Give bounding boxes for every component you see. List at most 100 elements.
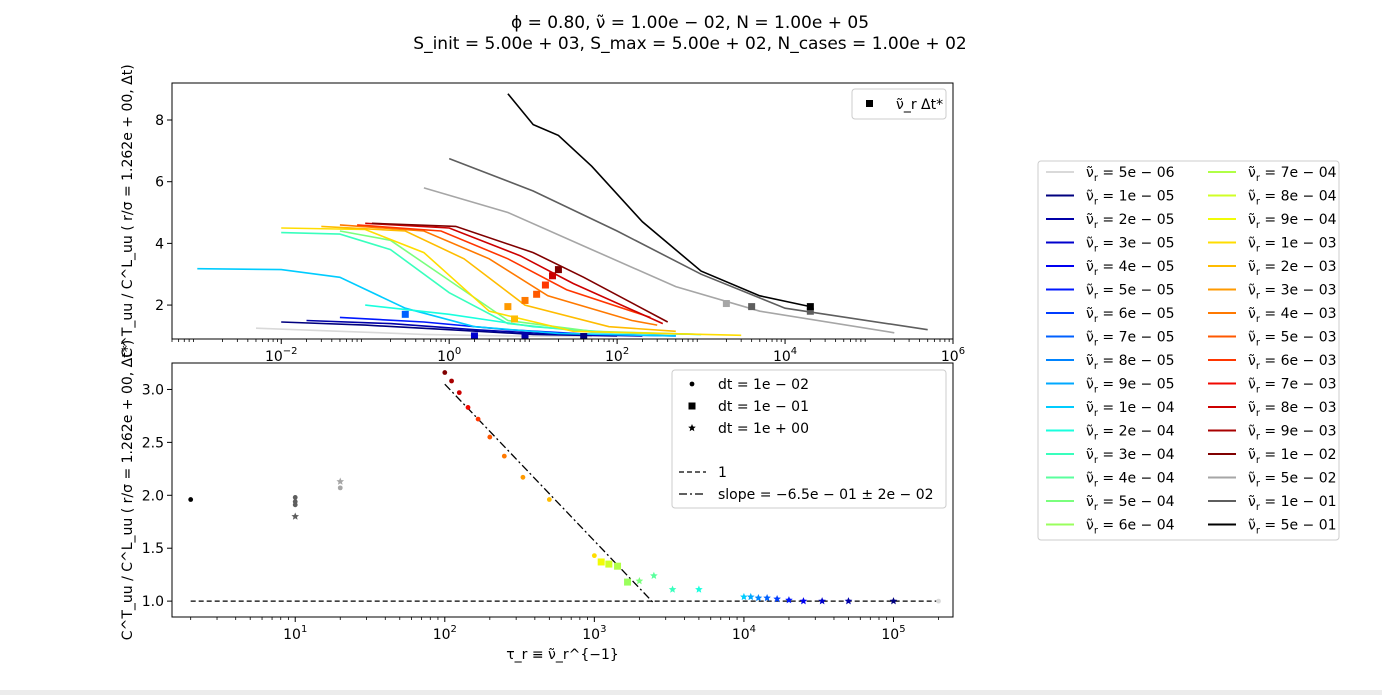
data-point [785, 596, 793, 604]
bottom-legend-label: dt = 1e − 02 [718, 377, 809, 393]
color-legend-label: ν̃r = 5e − 05 [1086, 283, 1175, 302]
data-point [597, 558, 605, 566]
series-line [448, 157, 928, 331]
series-line [197, 267, 676, 337]
series-line [321, 225, 676, 333]
y-tick-label: 1.5 [142, 541, 164, 557]
axes-frame [171, 362, 954, 618]
series-line [357, 224, 651, 319]
y-tick-label: 1.0 [142, 594, 164, 610]
data-point [292, 502, 298, 508]
dt-marker [401, 310, 409, 318]
x-tick-label: 100 [437, 346, 461, 365]
color-legend-label: ν̃r = 4e − 04 [1086, 471, 1175, 490]
color-legend-label: ν̃r = 1e − 04 [1086, 400, 1175, 419]
data-point [740, 592, 748, 601]
data-point [605, 560, 613, 568]
color-legend-label: ν̃r = 8e − 05 [1086, 353, 1175, 372]
color-legend-label: ν̃r = 2e − 04 [1086, 424, 1175, 443]
color-legend-label: ν̃r = 7e − 05 [1086, 330, 1175, 349]
dt-marker [521, 296, 529, 304]
y-tick-label: 2.5 [142, 435, 164, 451]
color-legend-label: ν̃r = 8e − 04 [1248, 189, 1337, 208]
series-line [281, 227, 742, 337]
dt-marker [521, 333, 529, 339]
data-point [889, 597, 898, 605]
dt-marker [504, 303, 512, 311]
series-line [365, 222, 664, 325]
x-tick-label: 101 [283, 624, 307, 643]
data-point [465, 405, 471, 410]
color-legend-label: ν̃r = 9e − 03 [1248, 424, 1337, 443]
fit-line [444, 383, 655, 604]
y-tick-label: 8 [155, 113, 164, 129]
color-legend-label: ν̃r = 1e − 02 [1248, 447, 1337, 466]
data-point [773, 595, 781, 603]
data-point [668, 585, 677, 593]
legend-star-marker [688, 424, 696, 432]
data-point [291, 512, 300, 520]
color-legend-label: ν̃r = 9e − 05 [1086, 377, 1175, 396]
series-line [255, 327, 592, 338]
data-point [614, 562, 622, 570]
data-point [624, 578, 632, 586]
data-point [188, 497, 194, 502]
series-line [371, 222, 669, 323]
y-axis-label: C^T_uu / C^L_uu ( r/σ = 1.262e + 00, Δt) [120, 64, 136, 357]
data-point [799, 597, 808, 605]
plot-layer: 10−2 100 102 104 106 2 4 6 8 C^T_uu / C^L_uu ( r/… [120, 64, 1340, 663]
dt-marker [554, 266, 562, 274]
y-tick-label: 4 [155, 236, 164, 252]
y-tick-label: 2 [155, 298, 164, 314]
x-tick-label: 106 [941, 346, 965, 365]
data-point [936, 598, 941, 604]
x-tick-label: 105 [881, 624, 905, 643]
data-point [337, 485, 343, 491]
color-legend-label: ν̃r = 5e − 01 [1248, 518, 1337, 537]
series-line [423, 187, 895, 334]
y-tick-label: 3.0 [142, 382, 164, 398]
x-tick-label: 103 [582, 624, 606, 643]
bottom-legend-label: 1 [718, 465, 727, 481]
dt-marker [806, 303, 814, 311]
color-legend-label: ν̃r = 5e − 02 [1248, 471, 1337, 490]
top-legend-box [851, 88, 947, 120]
color-legend-label: ν̃r = 3e − 04 [1086, 447, 1175, 466]
data-point [844, 597, 853, 605]
y-tick-label: 2.0 [142, 488, 164, 504]
bottom-legend-box [671, 369, 947, 509]
plot-area-2 [188, 370, 941, 605]
data-point [456, 390, 462, 396]
x-tick-label: 102 [605, 346, 629, 365]
data-point [336, 477, 345, 485]
x-tick-label: 102 [433, 624, 457, 643]
dt-marker [541, 281, 549, 289]
data-point [546, 497, 552, 502]
dt-marker [580, 333, 588, 339]
color-legend-label: ν̃r = 3e − 05 [1086, 236, 1175, 255]
series-line [507, 93, 811, 308]
plot-area-1 [197, 93, 928, 339]
dt-marker [470, 332, 478, 339]
data-point [520, 474, 526, 480]
bottom-legend-label: slope = −6.5e − 01 ± 2e − 02 [718, 487, 934, 503]
data-point [818, 597, 826, 605]
color-legend-label: ν̃r = 1e − 05 [1086, 189, 1175, 208]
data-point [501, 453, 507, 459]
legend-dot-marker [689, 381, 695, 387]
data-point [475, 416, 481, 422]
dt-marker [806, 307, 814, 315]
x-tick-label: 104 [773, 346, 797, 365]
data-point [695, 585, 703, 593]
legend-square-marker [688, 402, 696, 410]
bottom-legend-label: dt = 1e − 01 [718, 399, 809, 415]
data-point [591, 553, 597, 559]
color-legend-label: ν̃r = 5e − 06 [1086, 165, 1175, 184]
dt-marker [748, 303, 756, 311]
figure-title-line-1: ϕ = 0.80, ν̃ = 1.00e − 02, N = 1.00e + 0… [511, 13, 869, 33]
bottom-divider [0, 690, 1382, 695]
x-tick-label: 104 [732, 624, 756, 643]
color-legend-label: ν̃r = 1e − 01 [1248, 494, 1337, 513]
top-legend-label: ν̃_r Δt* [896, 97, 943, 113]
bottom-legend-label: dt = 1e + 00 [718, 421, 809, 437]
